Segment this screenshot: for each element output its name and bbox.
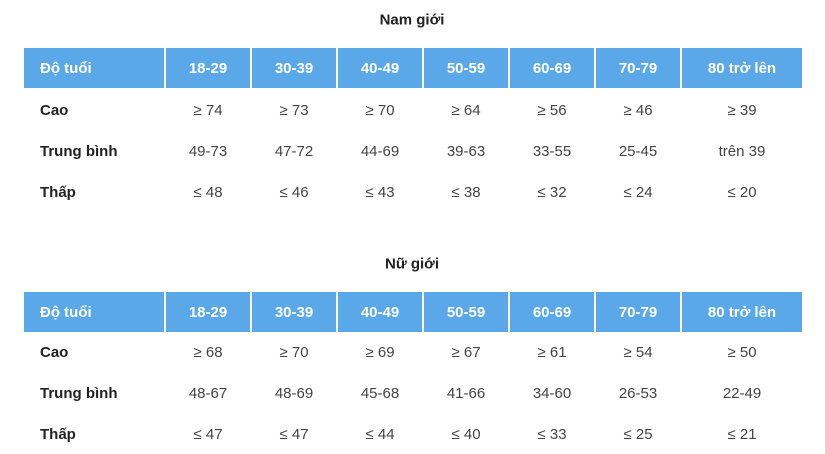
header-cell: 60-69 xyxy=(510,292,594,332)
table-cell: ≥ 39 xyxy=(727,101,757,119)
table-cell: ≤ 38 xyxy=(451,183,481,201)
table-cell: ≥ 64 xyxy=(451,101,481,119)
header-cell: 70-79 xyxy=(596,48,680,88)
header-cell: 50-59 xyxy=(424,48,508,88)
table-cell: ≥ 70 xyxy=(279,343,309,361)
table-cell: ≥ 68 xyxy=(193,343,223,361)
header-cell: 40-49 xyxy=(338,48,422,88)
header-cell: 80 trở lên xyxy=(682,292,802,332)
section-title: Nữ giới xyxy=(384,255,440,273)
header-cell: Độ tuổi xyxy=(24,292,164,332)
table-cell: ≤ 40 xyxy=(451,425,481,443)
table-cell: Trung bình xyxy=(40,142,118,160)
table-cell: 26-53 xyxy=(618,384,658,402)
table-cell: ≥ 61 xyxy=(537,343,567,361)
header-cell: 18-29 xyxy=(166,48,250,88)
table-cell: ≤ 44 xyxy=(365,425,395,443)
table-cell: ≥ 74 xyxy=(193,101,223,119)
header-cell: 30-39 xyxy=(252,48,336,88)
table-cell: ≤ 43 xyxy=(365,183,395,201)
table-cell: ≤ 32 xyxy=(537,183,567,201)
table-cell: 49-73 xyxy=(188,142,228,160)
table-cell: ≤ 47 xyxy=(279,425,309,443)
table-cell: Thấp xyxy=(40,183,76,201)
table-cell: 34-60 xyxy=(532,384,572,402)
table-cell: 22-49 xyxy=(722,384,762,402)
table-cell: Thấp xyxy=(40,425,76,443)
table-cell: trên 39 xyxy=(718,142,766,160)
section-title: Nam giới xyxy=(379,11,445,29)
header-cell: 70-79 xyxy=(596,292,680,332)
table-cell: ≥ 73 xyxy=(279,101,309,119)
table-cell: ≥ 70 xyxy=(365,101,395,119)
header-cell: 50-59 xyxy=(424,292,508,332)
header-cell: 40-49 xyxy=(338,292,422,332)
table-cell: ≤ 48 xyxy=(193,183,223,201)
table-cell: Cao xyxy=(40,343,69,361)
table-cell: ≥ 50 xyxy=(727,343,757,361)
table-cell: ≤ 47 xyxy=(193,425,223,443)
table-cell: ≤ 46 xyxy=(279,183,309,201)
table-cell: ≥ 46 xyxy=(623,101,653,119)
header-cell: 80 trở lên xyxy=(682,48,802,88)
table-cell: ≤ 21 xyxy=(727,425,757,443)
table-cell: 48-69 xyxy=(274,384,314,402)
table-cell: ≥ 56 xyxy=(537,101,567,119)
table-cell: 45-68 xyxy=(360,384,400,402)
table-cell: ≥ 69 xyxy=(365,343,395,361)
table-cell: 48-67 xyxy=(188,384,228,402)
table-cell: ≥ 67 xyxy=(451,343,481,361)
table-cell: ≤ 20 xyxy=(727,183,757,201)
header-cell: 60-69 xyxy=(510,48,594,88)
table-cell: 39-63 xyxy=(446,142,486,160)
table-cell: ≤ 33 xyxy=(537,425,567,443)
table-cell: 33-55 xyxy=(532,142,572,160)
table-cell: ≥ 54 xyxy=(623,343,653,361)
header-cell: 30-39 xyxy=(252,292,336,332)
table-cell: ≤ 25 xyxy=(623,425,653,443)
table-cell: Cao xyxy=(40,101,69,119)
table-cell: 41-66 xyxy=(446,384,486,402)
header-cell: Độ tuổi xyxy=(24,48,164,88)
table-cell: Trung bình xyxy=(40,384,118,402)
header-cell: 18-29 xyxy=(166,292,250,332)
table-cell: 25-45 xyxy=(618,142,658,160)
table-cell: 47-72 xyxy=(274,142,314,160)
table-cell: ≤ 24 xyxy=(623,183,653,201)
table-cell: 44-69 xyxy=(360,142,400,160)
